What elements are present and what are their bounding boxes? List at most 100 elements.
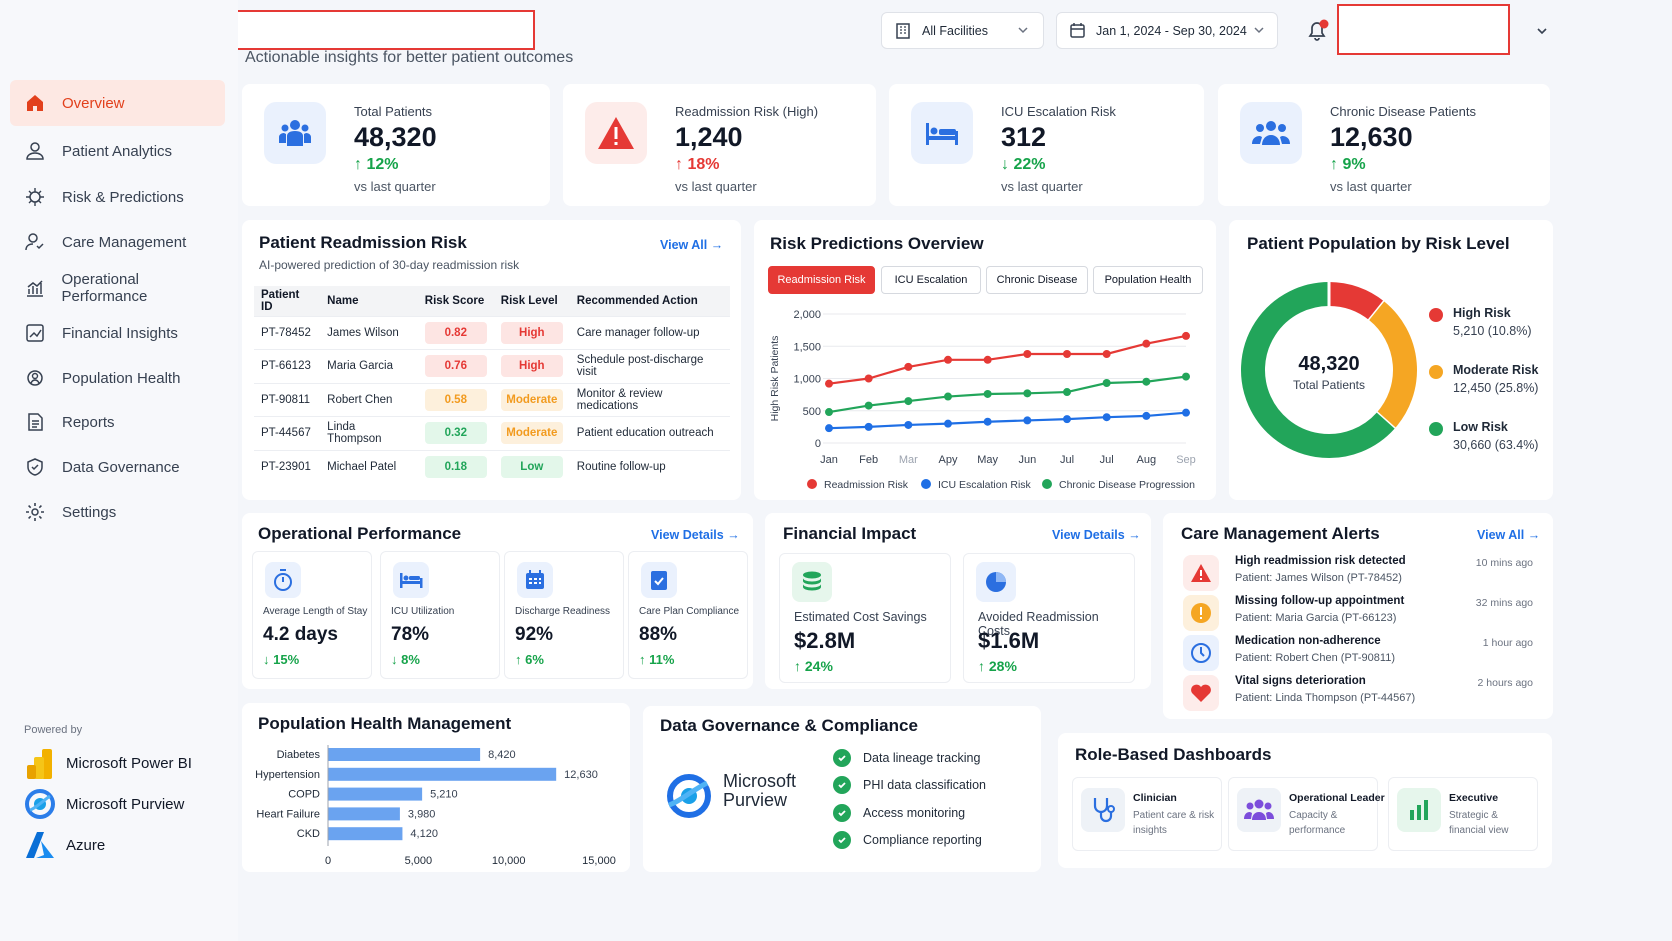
sidebar-item-population-health[interactable]: Population Health (10, 355, 225, 401)
sidebar-item-patient-analytics[interactable]: Patient Analytics (10, 128, 225, 174)
metric-discharge-readiness[interactable]: Discharge Readiness 92% ↑ 6% (504, 551, 624, 679)
shield-icon (24, 456, 46, 478)
data-point (983, 389, 992, 398)
legend-value: 30,660 (63.4%) (1453, 438, 1539, 452)
table-row[interactable]: PT-44567 Linda Thompson 0.32 Moderate Pa… (254, 416, 730, 450)
metric-care-plan-compliance[interactable]: Care Plan Compliance 88% ↑ 11% (628, 551, 748, 679)
sidebar-item-settings[interactable]: Settings (10, 489, 225, 535)
role-card-executive[interactable]: Executive Strategic & financial view (1388, 777, 1538, 851)
x-tick-label: Apy (939, 454, 958, 466)
sidebar-item-data-governance[interactable]: Data Governance (10, 444, 225, 490)
sidebar-item-reports[interactable]: Reports (10, 399, 225, 445)
table-row[interactable]: PT-66123 Maria Garcia 0.76 High Schedule… (254, 349, 730, 383)
bar-value-label: 12,630 (564, 769, 598, 781)
patient-id-cell: PT-66123 (254, 349, 321, 383)
sidebar-item-financial-insights[interactable]: Financial Insights (10, 310, 225, 356)
metric-value: $1.6M (978, 628, 1040, 653)
data-point (1023, 389, 1032, 398)
table-row[interactable]: PT-90811 Robert Chen 0.58 Moderate Monit… (254, 382, 730, 417)
date-range-select[interactable]: Jan 1, 2024 - Sep 30, 2024 (1056, 12, 1278, 49)
action-cell: Patient education outreach (569, 416, 730, 450)
arrow-up-icon: ↑ (1330, 156, 1338, 173)
action-cell: Monitor & review medications (569, 382, 730, 417)
view-details-link[interactable]: View Details → (651, 528, 740, 542)
alert-title: Vital signs deterioration (1235, 675, 1366, 687)
alert-item[interactable]: Missing follow-up appointment Patient: M… (1183, 593, 1533, 633)
data-point (1063, 349, 1071, 358)
kpi-card-total-patients[interactable]: Total Patients 48,320 ↑ 12% vs last quar… (242, 84, 550, 206)
y-tick-label: 500 (803, 406, 821, 418)
chevron-down-icon[interactable] (1535, 24, 1549, 43)
card-title: Population Health Management (258, 714, 512, 733)
data-point (1102, 379, 1111, 388)
data-point (864, 374, 873, 383)
metric-value: 88% (639, 624, 678, 645)
role-card-clinician[interactable]: Clinician Patient care & risk insights (1072, 777, 1222, 851)
kpi-card-chronic-disease[interactable]: Chronic Disease Patients 12,630 ↑ 9% vs … (1218, 84, 1550, 206)
risk-line-chart: 2,000 1,500 1,000 500 0 Jan Feb Mar Apy May Jun Jul… (769, 309, 1196, 491)
view-details-link[interactable]: View Details → (1052, 528, 1141, 542)
sidebar-item-operational-performance[interactable]: Operational Performance (10, 265, 225, 311)
role-description: Strategic & financial view (1449, 810, 1509, 836)
population-risk-card: Patient Population by Risk Level 48,320 … (1229, 220, 1553, 500)
view-all-link[interactable]: View All → (660, 238, 724, 252)
x-tick-label: Jan (820, 454, 838, 466)
table-row[interactable]: PT-78452 James Wilson 0.82 High Care man… (254, 315, 730, 350)
alert-item[interactable]: Medication non-adherence Patient: Robert… (1183, 633, 1533, 673)
risk-score-cell: 0.76 (417, 349, 494, 383)
alert-time: 1 hour ago (1482, 637, 1533, 649)
role-card-operational-leader[interactable]: Operational Leader Capacity & performanc… (1228, 777, 1385, 851)
facility-select[interactable]: All Facilities (881, 12, 1044, 49)
risk-score-badge: 0.76 (424, 355, 487, 378)
legend-value: 12,450 (25.8%) (1453, 381, 1539, 395)
tab-population-health[interactable]: Population Health (1093, 266, 1203, 294)
tab-icu-escalation[interactable]: ICU Escalation (881, 266, 981, 294)
alert-item[interactable]: Vital signs deterioration Patient: Linda… (1183, 673, 1533, 713)
column-header[interactable]: Recommended Action (569, 286, 730, 316)
column-header[interactable]: Patient ID (254, 286, 321, 316)
metric-average-length-of-stay[interactable]: Average Length of Stay 4.2 days ↓ 15% (252, 551, 372, 679)
x-tick-label: 10,000 (492, 855, 526, 867)
bar (328, 767, 557, 781)
redacted-title-box (235, 10, 535, 50)
card-title: Data Governance & Compliance (660, 716, 918, 735)
data-point (904, 420, 913, 429)
chart-icon (24, 277, 45, 299)
metric-estimated-cost-savings[interactable]: Estimated Cost Savings $2.8M ↑ 24% (779, 553, 951, 683)
bar-value-label: 3,980 (408, 808, 436, 820)
x-tick-label: Jul (1100, 454, 1114, 466)
y-tick-label: 0 (815, 438, 821, 450)
sidebar-item-risk-predictions[interactable]: Risk & Predictions (10, 174, 225, 220)
column-header[interactable]: Risk Score (417, 286, 494, 316)
kpi-card-icu-escalation[interactable]: ICU Escalation Risk 312 ↓ 22% vs last qu… (889, 84, 1204, 206)
risk-score-cell: 0.58 (417, 382, 494, 417)
name-cell: Robert Chen (320, 382, 418, 417)
table-row[interactable]: PT-23901 Michael Patel 0.18 Low Routine … (254, 449, 730, 484)
risk-level-cell: High (493, 349, 570, 383)
group-icon (1240, 102, 1302, 164)
alert-item[interactable]: High readmission risk detected Patient: … (1183, 553, 1533, 593)
kpi-value: 312 (1001, 122, 1047, 152)
alert-title: High readmission risk detected (1235, 555, 1406, 567)
view-all-link[interactable]: View All → (1477, 528, 1541, 542)
tab-chronic-disease[interactable]: Chronic Disease (986, 266, 1088, 294)
kpi-subtext: vs last quarter (1001, 179, 1083, 194)
bar-value-label: 4,120 (410, 828, 438, 840)
metric-avoided-readmission-costs[interactable]: Avoided Readmission Costs $1.6M ↑ 28% (963, 553, 1135, 683)
name-cell: Michael Patel (320, 449, 418, 484)
kpi-card-readmission-risk[interactable]: Readmission Risk (High) 1,240 ↑ 18% vs l… (563, 84, 876, 206)
sidebar-item-care-management[interactable]: Care Management (10, 219, 225, 265)
tab-readmission-risk[interactable]: Readmission Risk (768, 266, 875, 294)
notification-bell-icon[interactable] (1303, 17, 1331, 45)
sidebar-item-overview[interactable]: Overview (10, 80, 225, 126)
kpi-subtext: vs last quarter (354, 179, 436, 194)
kpi-label: Readmission Risk (High) (675, 104, 819, 119)
x-tick-label: 0 (325, 855, 331, 867)
column-header[interactable]: Risk Level (493, 286, 570, 316)
category-label: Diabetes (277, 749, 321, 761)
metric-icu-utilization[interactable]: ICU Utilization 78% ↓ 8% (380, 551, 500, 679)
card-title: Patient Population by Risk Level (1247, 234, 1510, 253)
care-icon (24, 231, 46, 253)
series-line (828, 411, 1187, 430)
column-header[interactable]: Name (320, 286, 418, 316)
